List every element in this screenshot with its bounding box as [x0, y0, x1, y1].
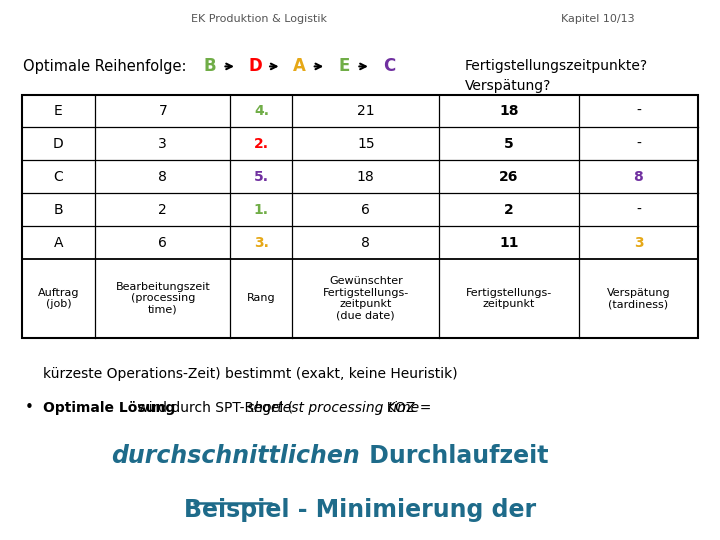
Text: -: - — [636, 104, 641, 118]
Text: kürzeste Operations-Zeit) bestimmt (exakt, keine Heuristik): kürzeste Operations-Zeit) bestimmt (exak… — [43, 367, 458, 381]
Text: 8: 8 — [361, 236, 370, 249]
Text: 6: 6 — [361, 203, 370, 217]
Text: B: B — [53, 203, 63, 217]
Text: Fertigstellungs-
zeitpunkt: Fertigstellungs- zeitpunkt — [466, 287, 552, 309]
Text: •: • — [25, 400, 34, 415]
Text: 2.: 2. — [254, 137, 269, 151]
Text: B: B — [204, 57, 217, 76]
Text: 3: 3 — [158, 137, 167, 151]
Text: 2: 2 — [504, 203, 514, 217]
Text: 7: 7 — [158, 104, 167, 118]
Bar — [22, 94, 698, 338]
Text: 3.: 3. — [254, 236, 269, 249]
Text: durchschnittlichen: durchschnittlichen — [112, 444, 360, 468]
Text: E: E — [338, 57, 350, 76]
Text: 15: 15 — [357, 137, 374, 151]
Text: D: D — [53, 137, 63, 151]
Text: 21: 21 — [357, 104, 374, 118]
Text: Beispiel - Minimierung der: Beispiel - Minimierung der — [184, 498, 536, 522]
Text: Durchlaufzeit: Durchlaufzeit — [361, 444, 549, 468]
Text: 1.: 1. — [254, 203, 269, 217]
Text: shortest processing time: shortest processing time — [247, 401, 419, 415]
Text: Fertigstellungszeitpunkte?
Verspätung?: Fertigstellungszeitpunkte? Verspätung? — [464, 59, 647, 93]
Text: EK Produktion & Logistik: EK Produktion & Logistik — [192, 14, 327, 24]
Text: 3: 3 — [634, 236, 643, 249]
Text: Bearbeitungszeit
(processing
time): Bearbeitungszeit (processing time) — [115, 282, 210, 315]
Text: Optimale Reihenfolge:: Optimale Reihenfolge: — [23, 59, 192, 74]
Text: -: - — [636, 203, 641, 217]
Text: 8: 8 — [634, 170, 644, 184]
Text: 5: 5 — [504, 137, 514, 151]
Text: C: C — [53, 170, 63, 184]
Text: Optimale Lösung: Optimale Lösung — [43, 401, 176, 415]
Text: 5.: 5. — [254, 170, 269, 184]
Text: 18: 18 — [357, 170, 374, 184]
Text: Auftrag
(job): Auftrag (job) — [37, 287, 79, 309]
Text: Gewünschter
Fertigstellungs-
zeitpunkt
(due date): Gewünschter Fertigstellungs- zeitpunkt (… — [323, 276, 409, 321]
Text: D: D — [248, 57, 262, 76]
Text: Rang: Rang — [247, 293, 276, 303]
Text: , KOZ =: , KOZ = — [378, 401, 431, 415]
Text: E: E — [54, 104, 63, 118]
Text: Kapitel 10/13: Kapitel 10/13 — [561, 14, 634, 24]
Text: wird durch SPT-Regel (: wird durch SPT-Regel ( — [133, 401, 293, 415]
Text: -: - — [636, 137, 641, 151]
Text: A: A — [53, 236, 63, 249]
Text: 8: 8 — [158, 170, 167, 184]
Text: 2: 2 — [158, 203, 167, 217]
Text: C: C — [382, 57, 395, 76]
Text: 26: 26 — [499, 170, 518, 184]
Text: Verspätung
(tardiness): Verspätung (tardiness) — [607, 287, 670, 309]
Text: 4.: 4. — [254, 104, 269, 118]
Text: 11: 11 — [499, 236, 518, 249]
Text: 6: 6 — [158, 236, 167, 249]
Text: 18: 18 — [499, 104, 518, 118]
Text: A: A — [293, 57, 306, 76]
